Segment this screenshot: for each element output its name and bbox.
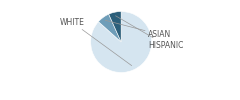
Text: WHITE: WHITE <box>60 18 132 66</box>
Wedge shape <box>98 14 121 42</box>
Text: ASIAN: ASIAN <box>105 20 171 39</box>
Wedge shape <box>109 12 121 42</box>
Wedge shape <box>91 12 152 72</box>
Text: HISPANIC: HISPANIC <box>115 16 183 50</box>
